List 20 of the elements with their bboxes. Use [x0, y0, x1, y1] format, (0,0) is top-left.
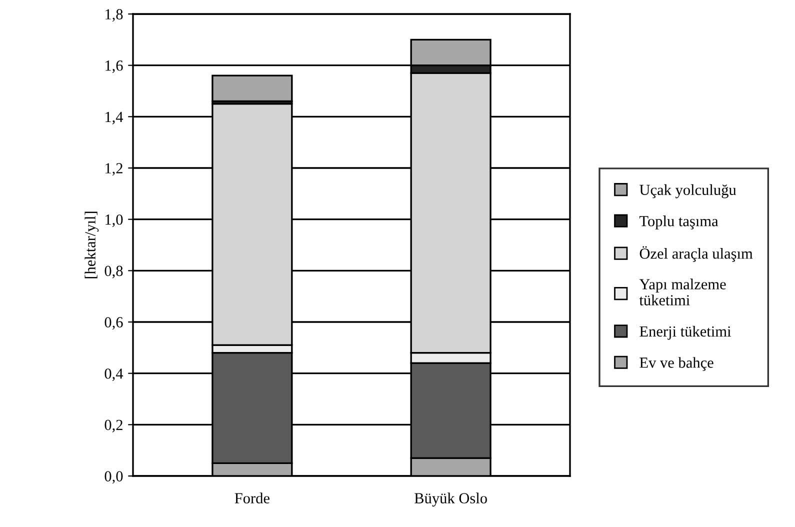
bar — [212, 74, 293, 102]
x-tick-label: Büyük Oslo — [414, 492, 487, 507]
y-tick-label: 1,6 — [106, 60, 123, 73]
legend-label: Yapı malzeme tüketimi — [639, 278, 726, 306]
y-tick-label: 1,0 — [106, 214, 123, 227]
y-tick-label: 0,6 — [104, 317, 123, 330]
y-tick-label: 1,4 — [106, 112, 124, 124]
y-tick-label: 0,2 — [104, 420, 122, 432]
legend-label: Uçak yolculuğu — [640, 184, 736, 198]
y-tick-label: 0,0 — [104, 471, 123, 484]
legend-label: Toplu taşıma — [639, 216, 718, 230]
legend-label: Ev ve bahçe — [640, 357, 714, 371]
y-tick-label: 1,2 — [106, 163, 122, 176]
legend-label: Özel araçla ulaşım — [640, 246, 753, 262]
legend-label: Enerji tüketimi — [640, 326, 731, 340]
y-tick-label: 0,4 — [104, 368, 124, 381]
y-axis-title: [hektar/yıl] — [84, 212, 99, 278]
x-tick-label: Forde — [234, 492, 270, 504]
y-tick-label: 0,8 — [104, 266, 123, 278]
y-tick-label: 1,8 — [106, 9, 123, 22]
